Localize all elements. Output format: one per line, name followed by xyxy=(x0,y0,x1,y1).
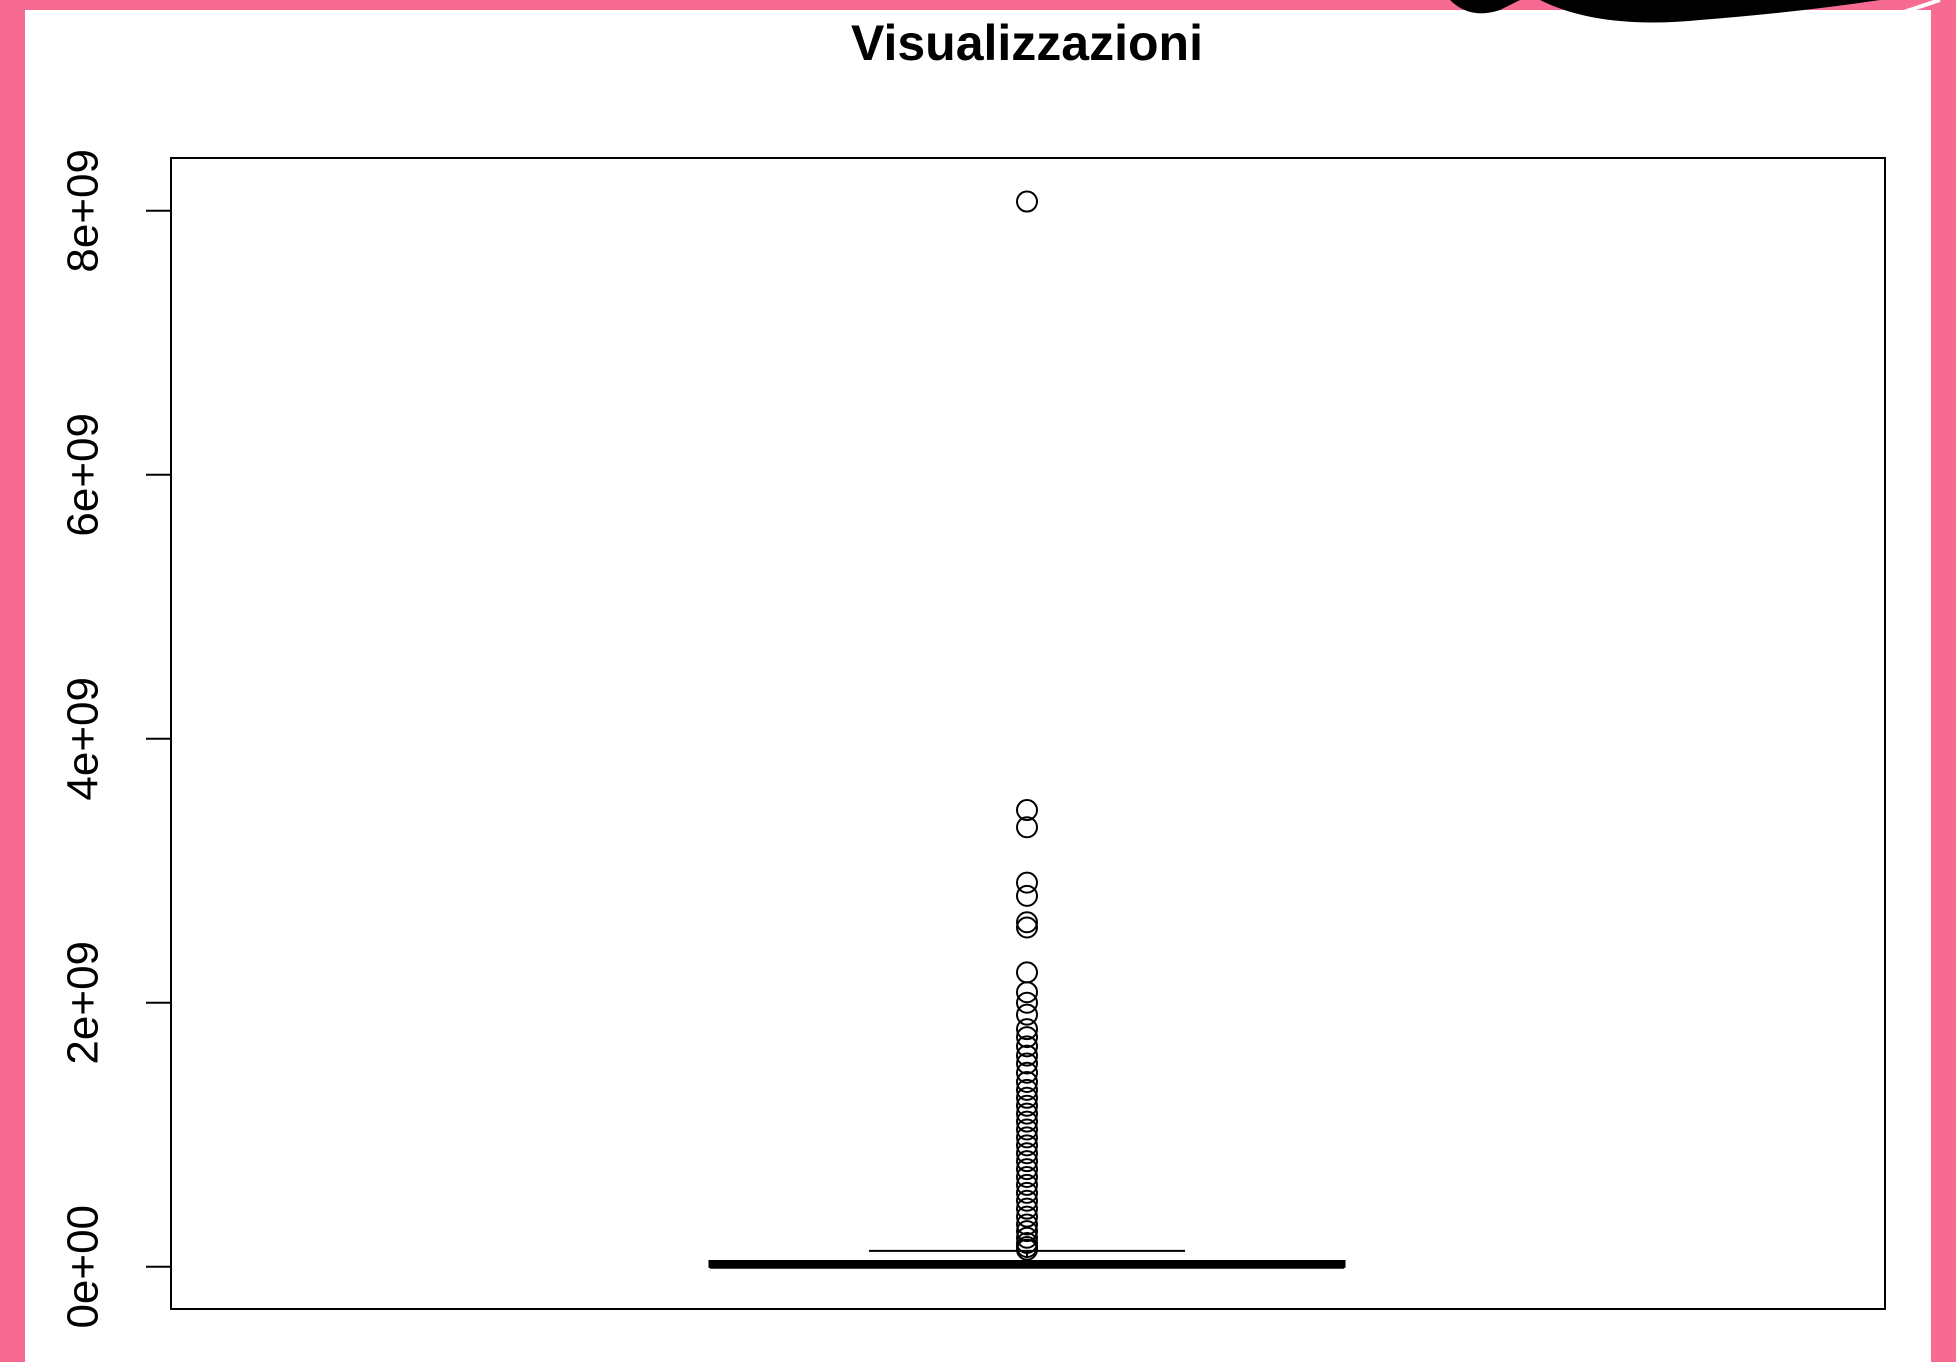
outlier xyxy=(1016,1142,1038,1165)
outlier xyxy=(1016,1061,1038,1084)
chart-title: Visualizzazioni xyxy=(851,15,1203,71)
outlier xyxy=(1016,1213,1038,1236)
y-tick-label: 4e+09 xyxy=(59,677,108,801)
outlier xyxy=(1016,884,1038,907)
outlier xyxy=(1016,1086,1038,1109)
outlier xyxy=(1016,1226,1038,1249)
outlier xyxy=(1016,1126,1038,1149)
outlier xyxy=(1016,1189,1038,1212)
decoration xyxy=(1879,0,1941,22)
outlier xyxy=(1016,1238,1038,1261)
outlier xyxy=(1016,911,1038,934)
outlier xyxy=(1016,1035,1038,1058)
outlier xyxy=(1016,1018,1038,1041)
outlier xyxy=(1016,1102,1038,1125)
y-tick-label: 8e+09 xyxy=(59,149,108,273)
outlier xyxy=(1016,1150,1038,1173)
outlier xyxy=(1016,991,1038,1014)
y-tick-label: 2e+09 xyxy=(59,941,108,1065)
outlier xyxy=(1016,1052,1038,1075)
outlier xyxy=(1016,1078,1038,1101)
outlier xyxy=(1016,1026,1038,1049)
plot-background xyxy=(25,10,1931,1362)
outlier xyxy=(1016,1197,1038,1220)
outlier xyxy=(1016,1070,1038,1093)
y-tick-label: 0e+00 xyxy=(59,1205,108,1329)
outlier xyxy=(1016,1110,1038,1133)
outlier xyxy=(1016,1205,1038,1228)
outlier xyxy=(1016,1118,1038,1141)
outlier xyxy=(1016,1003,1038,1026)
outlier xyxy=(1016,816,1038,839)
outlier xyxy=(1016,916,1038,939)
outlier xyxy=(1016,1158,1038,1181)
y-tick-label: 6e+09 xyxy=(59,413,108,537)
outlier xyxy=(1016,190,1038,213)
outlier xyxy=(1016,1166,1038,1189)
outlier xyxy=(1016,1094,1038,1117)
plot-frame xyxy=(170,157,1886,1310)
outlier xyxy=(1016,1173,1038,1196)
outlier xyxy=(1016,1181,1038,1204)
outlier xyxy=(1016,799,1038,822)
outlier xyxy=(1016,1220,1038,1243)
outlier xyxy=(1016,1044,1038,1067)
outlier xyxy=(1016,1134,1038,1157)
outlier xyxy=(1016,981,1038,1004)
outlier xyxy=(1016,871,1038,894)
decoration xyxy=(1450,0,1880,23)
